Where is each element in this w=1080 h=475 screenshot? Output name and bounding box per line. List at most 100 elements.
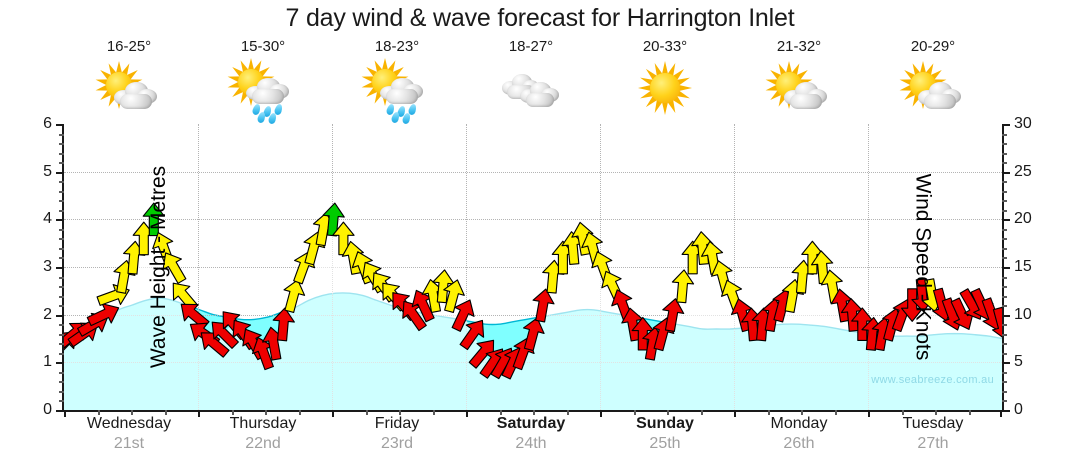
sun-rays-icon xyxy=(360,58,410,106)
day-header-sunday: 20-33° xyxy=(598,36,732,124)
x-axis-minor-tick xyxy=(667,410,669,415)
left-axis-minor-tick xyxy=(59,190,64,193)
x-axis-minor-tick xyxy=(432,410,435,415)
day-header-row: 16-25° 15-30° 18-23° 18-27° 20-33° 21-32° 20-2… xyxy=(62,36,1000,125)
day-name: Saturday xyxy=(496,415,566,432)
day-header-monday: 21-32° xyxy=(732,36,866,124)
wind-direction-arrow xyxy=(671,269,695,304)
day-name: Friday xyxy=(374,415,420,432)
right-axis-minor-tick xyxy=(1002,390,1007,393)
x-axis-minor-tick xyxy=(968,410,971,415)
left-axis-minor-tick xyxy=(59,276,64,279)
wind-trace-halo xyxy=(64,219,1002,410)
wind-direction-arrow xyxy=(662,298,685,333)
x-axis-tick xyxy=(64,410,66,417)
wind-direction-arrow xyxy=(459,319,485,351)
right-axis-title: Wind Speed - Knots xyxy=(911,173,935,361)
wind-direction-arrow xyxy=(532,288,555,323)
sun-disc-icon xyxy=(650,73,680,103)
right-axis-tick-label: 0 xyxy=(1014,401,1023,418)
left-axis-tick-label: 5 xyxy=(43,162,52,180)
left-axis-minor-tick xyxy=(59,295,64,298)
left-axis-minor-tick xyxy=(59,286,64,289)
right-axis-minor-tick xyxy=(1002,305,1007,308)
left-axis-tick-label: 1 xyxy=(43,353,52,371)
x-axis-minor-tick xyxy=(633,410,636,415)
right-axis-minor-tick xyxy=(1002,228,1007,231)
forecast-plot: www.seabreeze.com.au 0 1 2 3 4 5 6 0 5 10 15 20 25 30… xyxy=(43,115,1032,418)
wind-direction-arrow xyxy=(322,202,345,237)
sun-cloud-rain-icon xyxy=(226,57,300,125)
temperature-range: 18-27° xyxy=(508,38,554,55)
left-axis-tick-label: 3 xyxy=(43,258,52,275)
sun-rays-icon xyxy=(764,61,814,109)
right-axis-minor-tick xyxy=(1002,371,1007,374)
right-axis-minor-tick xyxy=(1002,162,1007,165)
day-header-thursday: 15-30° xyxy=(196,36,330,125)
day-label-thursday: Thursday 22nd xyxy=(196,414,330,454)
wind-direction-arrow xyxy=(272,307,295,342)
wind-direction-arrow xyxy=(283,279,306,314)
right-axis-tick xyxy=(1002,314,1010,317)
left-axis-minor-tick xyxy=(59,162,64,165)
day-name: Wednesday xyxy=(86,415,172,432)
right-axis-minor-tick xyxy=(1002,333,1007,336)
right-axis-minor-tick xyxy=(1002,181,1007,184)
left-axis-minor-tick xyxy=(59,343,64,346)
day-date: 27th xyxy=(917,435,949,452)
left-axis-tick xyxy=(56,267,64,269)
left-axis-minor-tick xyxy=(59,381,64,384)
right-axis-minor-tick xyxy=(1002,238,1007,241)
day-name: Thursday xyxy=(229,415,297,432)
day-header-wednesday: 16-25° xyxy=(62,36,196,124)
left-axis-minor-tick xyxy=(59,324,64,327)
right-axis-tick-label: 30 xyxy=(1014,115,1032,132)
temperature-range: 16-25° xyxy=(106,38,152,55)
right-axis-tick xyxy=(1002,362,1010,365)
cloud-front-icon xyxy=(520,79,560,109)
right-axis-tick xyxy=(1002,267,1010,269)
wind-direction-arrow xyxy=(162,252,187,284)
day-label-sunday: Sunday 25th xyxy=(598,414,732,454)
right-axis-minor-tick xyxy=(1002,295,1007,298)
right-axis-minor-tick xyxy=(1002,133,1007,136)
temperature-range: 18-23° xyxy=(374,38,420,55)
x-axis-tick xyxy=(600,410,602,417)
temperature-range: 21-32° xyxy=(776,38,822,55)
right-axis-minor-tick xyxy=(1002,247,1007,250)
x-axis-minor-tick xyxy=(834,410,837,415)
right-axis-minor-tick xyxy=(1002,400,1007,403)
horizontal-gridline xyxy=(64,314,1002,316)
wind-direction-arrow xyxy=(443,279,465,314)
x-axis-minor-tick xyxy=(399,410,401,415)
right-axis-tick-label: 25 xyxy=(1014,162,1032,180)
left-axis-tick xyxy=(56,410,64,412)
sunny-icon xyxy=(628,57,702,119)
left-axis-minor-tick xyxy=(59,371,64,374)
x-axis-minor-tick xyxy=(97,410,100,415)
cloud-icon xyxy=(918,79,962,111)
right-axis-minor-tick xyxy=(1002,152,1007,155)
right-axis-tick-label: 15 xyxy=(1014,258,1032,275)
day-label-wednesday: Wednesday 21st xyxy=(62,414,196,454)
day-date: 26th xyxy=(783,435,815,452)
cloud-icon xyxy=(114,79,158,111)
temperature-range: 20-33° xyxy=(642,38,688,55)
right-axis-minor-tick xyxy=(1002,257,1007,260)
sun-rays-icon xyxy=(94,61,144,109)
day-header-friday: 18-23° xyxy=(330,36,464,125)
day-label-saturday: Saturday 24th xyxy=(464,414,598,454)
right-axis-minor-tick xyxy=(1002,276,1007,279)
wind-direction-arrow xyxy=(142,202,165,237)
sun-rays-icon xyxy=(638,61,692,115)
plot-inner: www.seabreeze.com.au xyxy=(64,124,1002,410)
wind-direction-arrow xyxy=(451,299,475,332)
left-axis-tick xyxy=(56,362,64,365)
partly-cloudy-icon xyxy=(92,57,166,119)
horizontal-gridline xyxy=(64,219,1002,221)
page-title: 7 day wind & wave forecast for Harringto… xyxy=(285,4,795,32)
left-axis-minor-tick xyxy=(59,133,64,136)
day-label-friday: Friday 23rd xyxy=(330,414,464,454)
cloudy-icon xyxy=(494,57,568,119)
right-axis-minor-tick xyxy=(1002,381,1007,384)
